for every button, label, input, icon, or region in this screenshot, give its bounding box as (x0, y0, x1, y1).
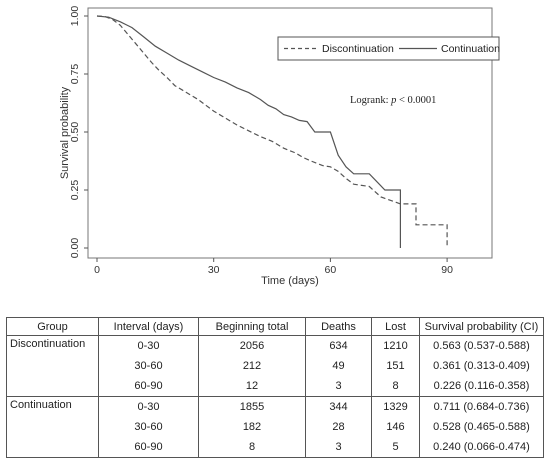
logrank-annotation: Logrank: p < 0.0001 (350, 95, 436, 106)
deaths-cell: 3 (305, 376, 372, 397)
x-axis-label: Time (days) (261, 275, 319, 287)
beginning-total-cell: 182 (198, 417, 306, 437)
x-tick-label: 0 (94, 264, 100, 276)
interval-cell: 60-90 (98, 376, 199, 397)
legend-continuation-label: Continuation (441, 43, 500, 55)
lost-cell: 5 (371, 437, 420, 458)
y-tick-label: 0.75 (69, 64, 81, 85)
lost-cell: 146 (371, 417, 420, 437)
logrank-prefix: Logrank: (350, 95, 391, 106)
lost-cell: 1329 (371, 396, 420, 417)
group-name-cell: Continuation (6, 396, 99, 458)
group-continuation: Continuation 0-30 1855 344 1329 0.711 (0… (6, 396, 544, 458)
survival-cell: 0.563 (0.537-0.588) (419, 335, 544, 356)
survival-chart: 0 30 60 900.000.250.500.751.00 Time (days) … (59, 6, 500, 287)
deaths-cell: 344 (305, 396, 372, 417)
x-tick-label: 30 (208, 264, 220, 276)
header-lost: Lost (371, 317, 420, 336)
series-layer (96, 15, 448, 248)
logrank-p: p (390, 95, 396, 106)
life-table: Group Interval (days) Beginning total De… (6, 317, 544, 458)
table-row: 30-60 212 49 151 0.361 (0.313-0.409) (7, 356, 544, 376)
legend-box (277, 36, 500, 61)
survival-cell: 0.711 (0.684-0.736) (419, 396, 544, 417)
group-name-cell: Discontinuation (6, 335, 99, 397)
survival-cell: 0.528 (0.465-0.588) (419, 417, 544, 437)
group-discontinuation: Discontinuation 0-30 2056 634 1210 0.563… (6, 335, 544, 397)
y-tick-label: 0.00 (69, 238, 81, 259)
lost-cell: 1210 (371, 335, 420, 356)
x-tick-label: 60 (325, 264, 337, 276)
x-tick-label: 90 (441, 264, 453, 276)
logrank-suffix: < 0.0001 (396, 95, 436, 106)
legend: Discontinuation Continuation (277, 36, 500, 61)
interval-cell: 30-60 (98, 417, 199, 437)
interval-cell: 30-60 (98, 356, 199, 376)
deaths-cell: 28 (305, 417, 372, 437)
deaths-cell: 634 (305, 335, 372, 356)
life-table-wrapper: Group Interval (days) Beginning total De… (6, 317, 544, 458)
y-tick-label: 0.50 (69, 122, 81, 143)
header-interval: Interval (days) (98, 317, 199, 336)
y-tick-label: 1.00 (69, 6, 81, 27)
y-axis-label: Survival probability (59, 86, 71, 179)
interval-cell: 0-30 (98, 335, 199, 356)
table-row: 60-90 12 3 8 0.226 (0.116-0.358) (7, 376, 544, 397)
lost-cell: 151 (371, 356, 420, 376)
deaths-cell: 49 (305, 356, 372, 376)
axes: 0 30 60 90 0.00 0.25 0.50 0.75 1.00 (69, 6, 453, 276)
table-row: Continuation 0-30 1855 344 1329 0.711 (0… (6, 396, 544, 458)
header-survival-probability: Survival probability (CI) (419, 317, 544, 336)
header-group: Group (6, 317, 99, 336)
beginning-total-cell: 12 (198, 376, 306, 397)
interval-cell: 0-30 (98, 396, 199, 417)
table-row: Discontinuation 0-30 2056 634 1210 0.563… (6, 335, 544, 397)
interval-cell: 60-90 (98, 437, 199, 458)
survival-cell: 0.240 (0.066-0.474) (419, 437, 544, 458)
series-line-continuation (96, 15, 401, 248)
series-line-discontinuation (96, 15, 448, 248)
beginning-total-cell: 8 (198, 437, 306, 458)
survival-cell: 0.361 (0.313-0.409) (419, 356, 544, 376)
y-tick-label: 0.25 (69, 180, 81, 201)
table-row: 30-60 182 28 146 0.528 (0.465-0.588) (7, 417, 544, 437)
lost-cell: 8 (371, 376, 420, 397)
beginning-total-cell: 1855 (198, 396, 306, 417)
beginning-total-cell: 2056 (198, 335, 306, 356)
deaths-cell: 3 (305, 437, 372, 458)
survival-cell: 0.226 (0.116-0.358) (419, 376, 544, 397)
beginning-total-cell: 212 (198, 356, 306, 376)
table-row: 60-90 8 3 5 0.240 (0.066-0.474) (7, 437, 544, 458)
table-header-row: Group Interval (days) Beginning total De… (6, 317, 544, 336)
header-beginning-total: Beginning total (198, 317, 306, 336)
header-deaths: Deaths (305, 317, 372, 336)
legend-discontinuation-label: Discontinuation (322, 43, 394, 55)
